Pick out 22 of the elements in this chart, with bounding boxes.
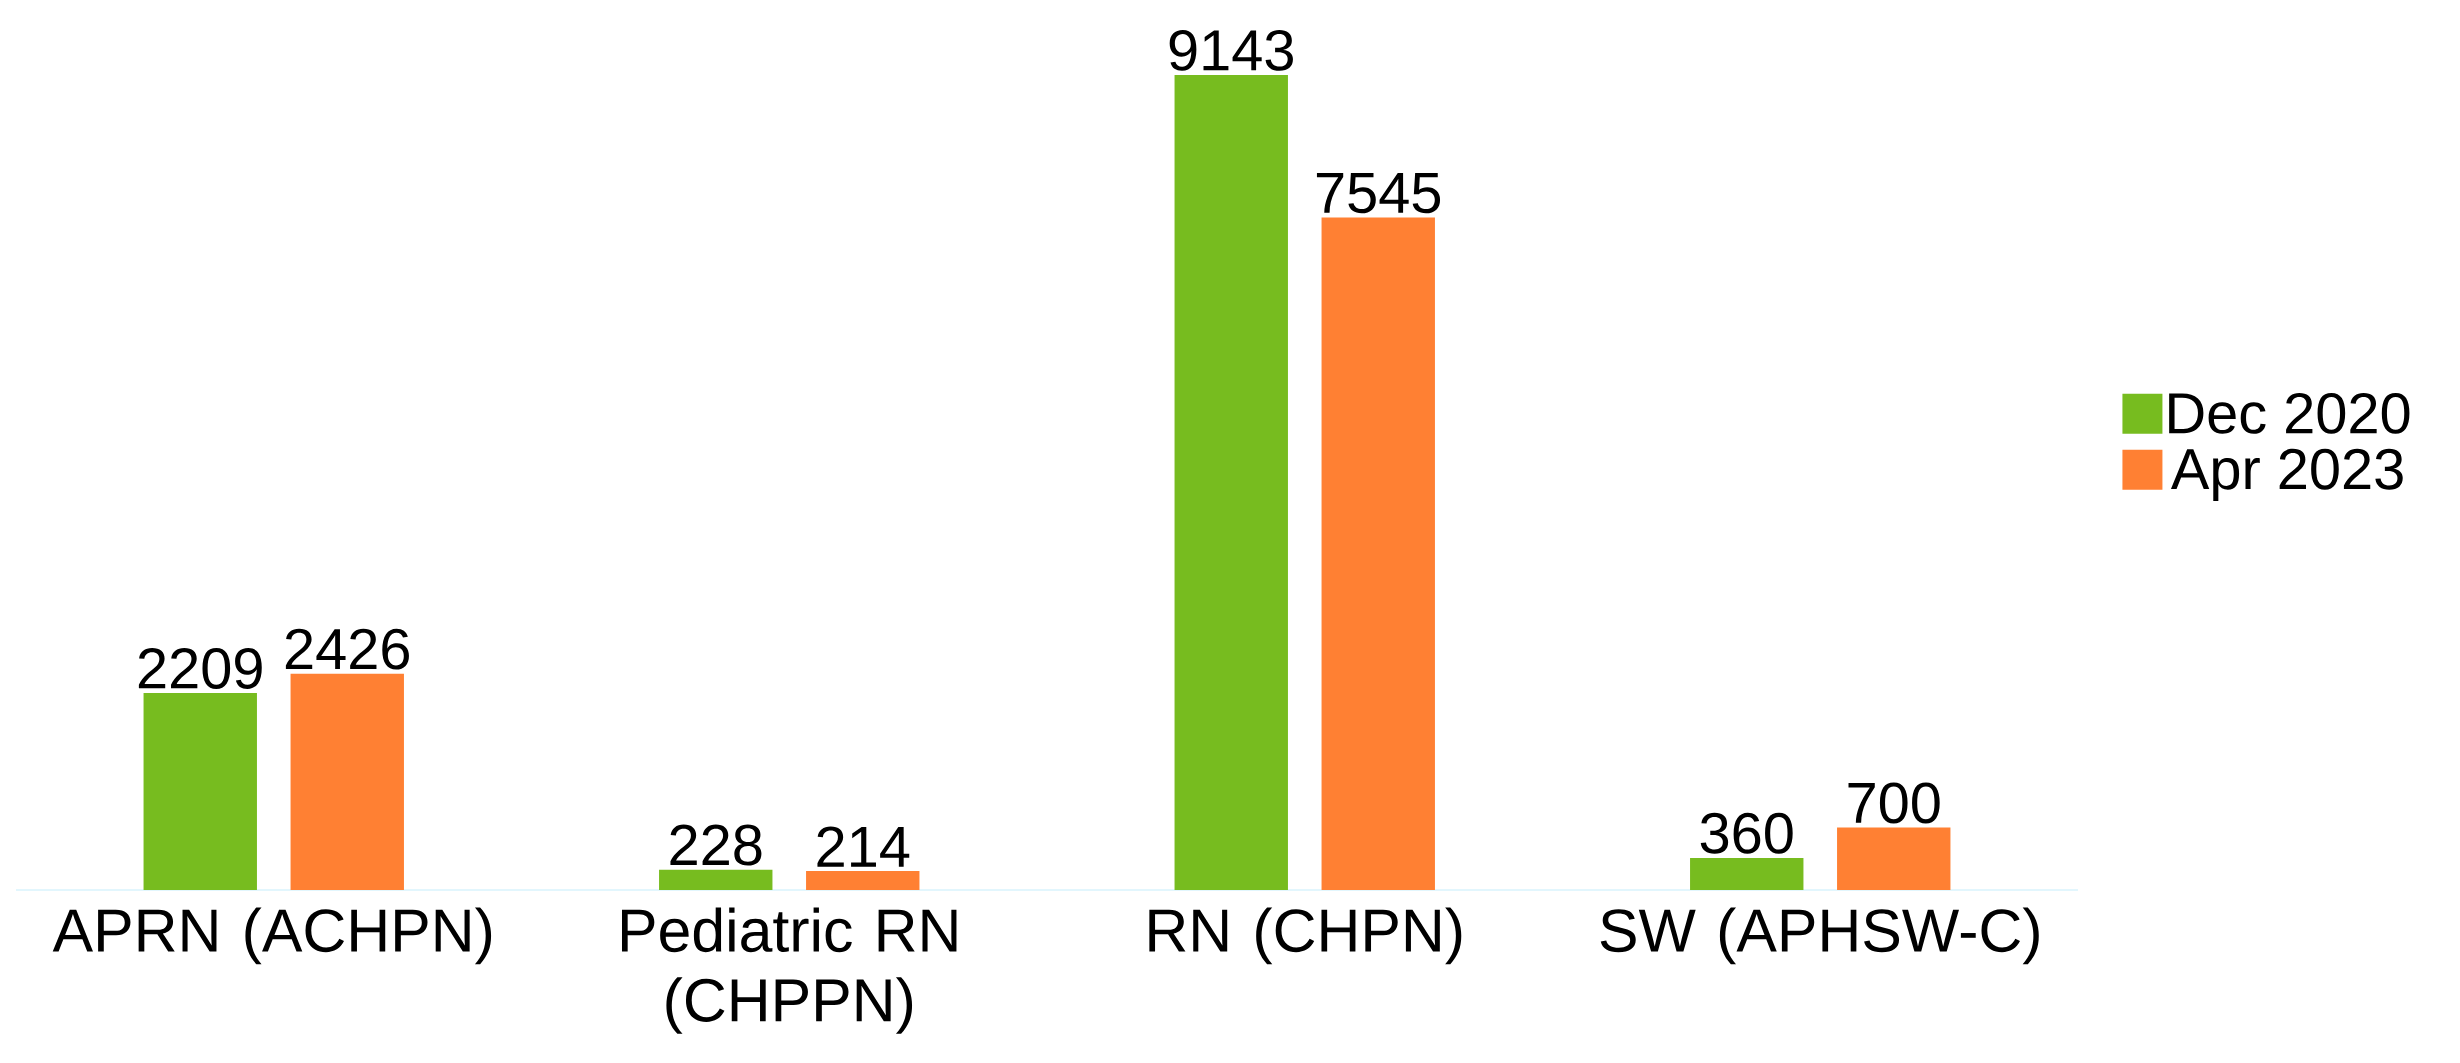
bar (1321, 217, 1435, 890)
data-label: 360 (1700, 812, 1793, 854)
bar (659, 869, 773, 890)
data-label: 2426 (285, 628, 409, 670)
data-label: 214 (817, 826, 910, 867)
x-tick-label: APRN (ACHPN) (52, 907, 492, 965)
bar (1837, 827, 1951, 890)
data-label: 228 (670, 824, 762, 866)
bar (1174, 74, 1288, 890)
legend-label: Apr 2023 (2170, 448, 2403, 502)
x-tick-label: RN (CHPN) (1149, 907, 1462, 965)
bar (1690, 857, 1804, 890)
bar (290, 673, 404, 890)
data-label: 700 (1848, 782, 1940, 824)
data-label: 2209 (138, 647, 262, 689)
bar (143, 693, 257, 890)
data-label: 7545 (1316, 172, 1441, 214)
x-tick-label: SW (APHSW-C) (1600, 907, 2039, 965)
data-label: 9143 (1169, 29, 1293, 71)
legend-label: Dec 2020 (2169, 392, 2410, 434)
bar (806, 870, 920, 890)
x-tick-label: Pediatric RN (CHPPN) (621, 907, 957, 1034)
